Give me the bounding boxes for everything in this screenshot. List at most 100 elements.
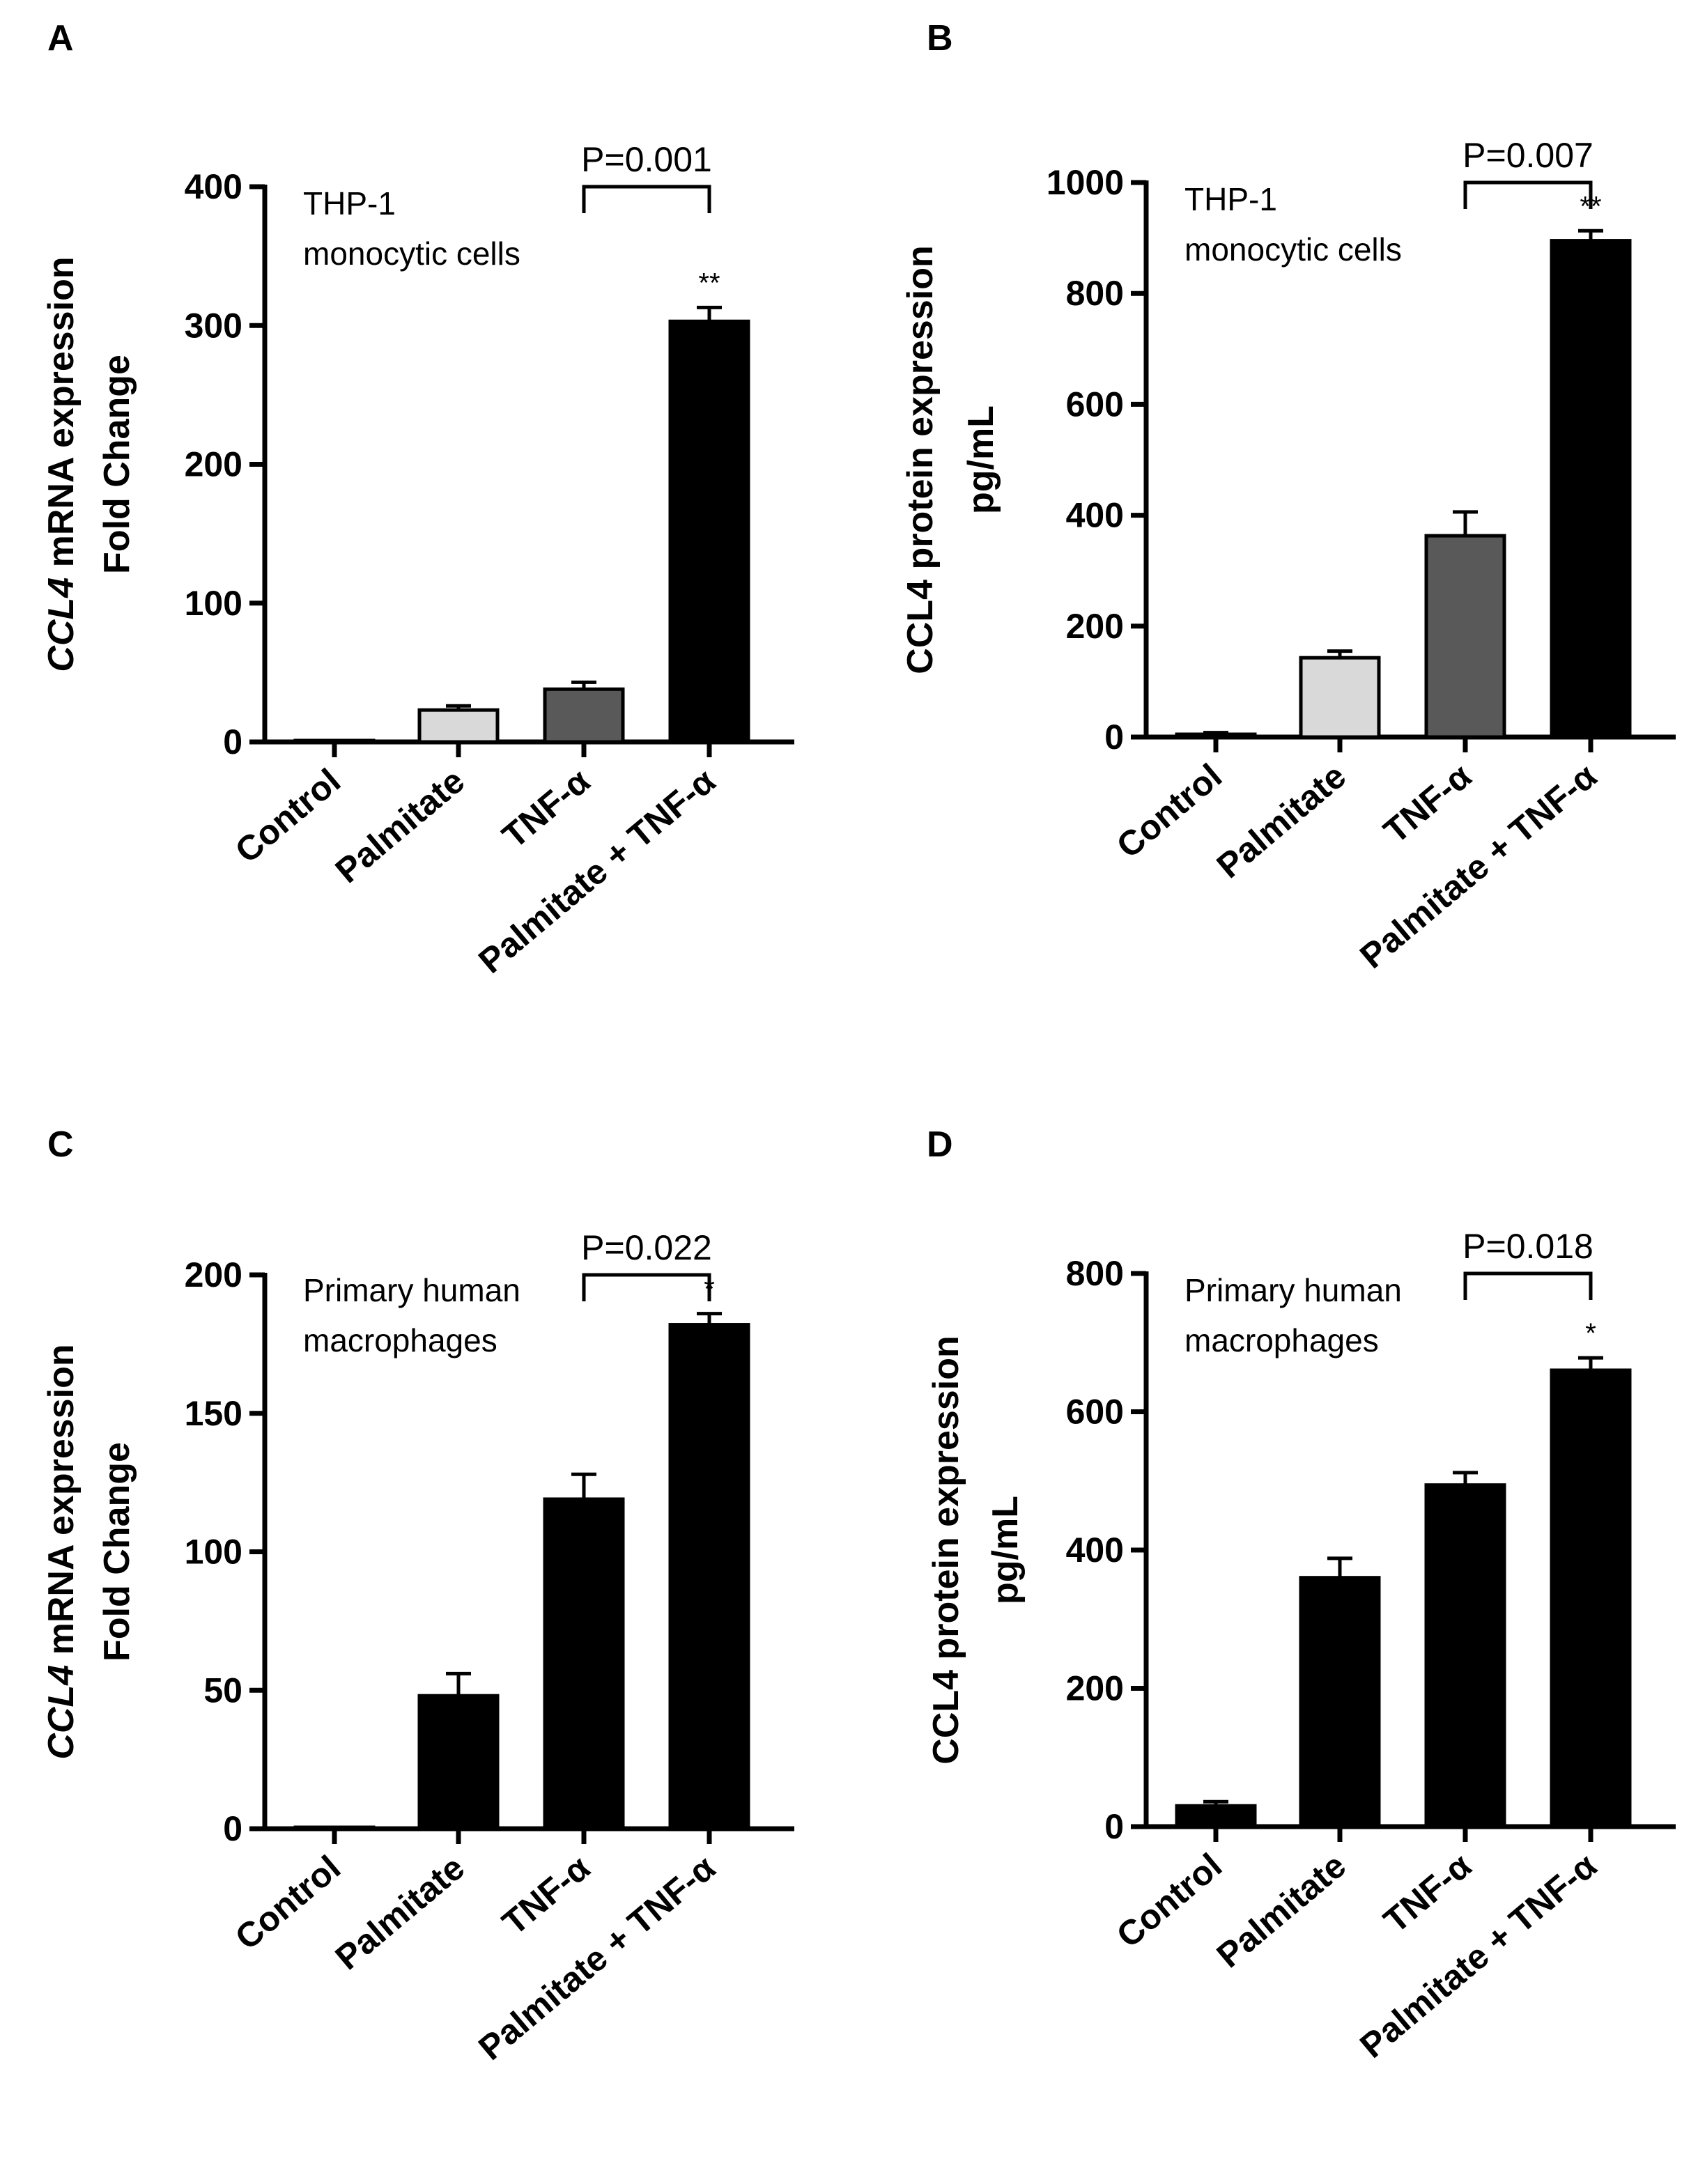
bar-1 (1175, 732, 1257, 739)
comparison-bracket (582, 185, 711, 213)
panel-label: A (47, 18, 74, 59)
bar-2 (417, 708, 500, 744)
p-value-label: P=0.001 (581, 140, 712, 179)
y-tick-label: 200 (1066, 607, 1124, 646)
x-tick-label: TNF-α (1376, 1845, 1479, 1940)
comparison-bracket (1463, 180, 1593, 209)
x-tick-label: Control (1109, 1846, 1229, 1955)
chart-panel-c: C CCL4 mRNA expression Fold Change 0 50 100 15… (41, 1124, 794, 2068)
y-tick-label: 400 (185, 167, 242, 206)
y-axis-title-part: mRNA expression (41, 256, 82, 577)
y-tick-label: 100 (185, 1533, 242, 1572)
y-axis-title-line2: pg/mL (985, 1496, 1026, 1604)
y-tick-label: 400 (1066, 1531, 1124, 1570)
significance-marker: * (1585, 1318, 1596, 1349)
x-tick-label: Palmitate + TNF-α (471, 1848, 723, 2068)
y-tick-label: 200 (185, 1255, 242, 1294)
y-tick-label: 0 (1104, 1807, 1124, 1846)
p-value-label: P=0.018 (1462, 1227, 1593, 1266)
bar-1 (293, 1825, 376, 1831)
error-bar-3 (1453, 1471, 1478, 1485)
y-tick-label: 0 (1104, 718, 1124, 757)
error-bar-3 (1453, 510, 1478, 536)
error-bar-2 (446, 704, 471, 711)
error-bar-1 (1203, 1799, 1228, 1806)
y-axis-title-part: CCL4 (41, 1665, 82, 1760)
p-value-label: P=0.007 (1462, 136, 1593, 175)
y-tick-label: 50 (203, 1671, 242, 1710)
y-tick-label: 200 (1066, 1669, 1124, 1708)
p-value-label: P=0.022 (581, 1228, 712, 1267)
cell-type-annotation: THP-1 (1184, 181, 1277, 217)
y-axis-title-part: mRNA expression (41, 1344, 82, 1664)
y-axis-title-line2: Fold Change (97, 355, 137, 574)
y-tick-label: 800 (1066, 1254, 1124, 1293)
error-bar-2 (1327, 649, 1352, 658)
bar-4 (1550, 239, 1632, 739)
y-axis-title-line2: pg/mL (961, 405, 1001, 514)
error-bar-3 (571, 680, 596, 690)
error-bar-1 (1203, 731, 1228, 735)
error-bar-2 (446, 1671, 471, 1696)
error-bar-4 (697, 305, 722, 322)
x-tick-label: Palmitate (328, 1848, 472, 1978)
bar-3 (543, 1497, 625, 1831)
x-tick-label: Control (228, 761, 348, 871)
error-bar-3 (571, 1472, 596, 1499)
x-tick-label: TNF-α (495, 761, 597, 855)
error-bar-4 (1578, 1356, 1603, 1370)
bar-4 (668, 319, 750, 744)
error-bar-2 (1327, 1556, 1352, 1578)
chart-panel-d: D CCL4 protein expression pg/mL 0 200 400 600 8… (926, 1124, 1676, 2066)
panel-label: C (47, 1124, 74, 1165)
y-axis-title-part: CCL4 (41, 578, 82, 672)
bar-4 (668, 1323, 750, 1831)
comparison-bracket (582, 1273, 711, 1301)
y-axis-title-line2: Fold Change (97, 1442, 137, 1662)
x-tick-label: TNF-α (495, 1848, 597, 1942)
significance-marker: ** (698, 268, 720, 298)
y-tick-label: 200 (185, 445, 242, 484)
x-tick-label: Palmitate (1210, 1846, 1353, 1976)
x-tick-label: Control (228, 1848, 348, 1958)
y-tick-label: 400 (1066, 496, 1124, 535)
cell-type-annotation: THP-1 (303, 185, 396, 222)
x-tick-label: Palmitate + TNF-α (471, 761, 723, 981)
bar-1 (293, 738, 376, 744)
y-tick-label: 100 (185, 584, 242, 623)
cell-type-annotation: monocytic cells (1184, 231, 1402, 268)
error-bar-4 (697, 1312, 722, 1325)
panel-label: D (927, 1124, 953, 1165)
bar-1 (1175, 1804, 1257, 1829)
cell-type-annotation: monocytic cells (303, 235, 520, 272)
x-tick-label: Palmitate + TNF-α (1352, 1845, 1604, 2066)
comparison-bracket (1463, 1271, 1593, 1300)
y-tick-label: 0 (223, 722, 242, 761)
bar-4 (1550, 1368, 1632, 1829)
y-tick-label: 800 (1066, 274, 1124, 313)
y-axis-title: CCL4 mRNA expression (41, 1344, 82, 1759)
x-tick-label: TNF-α (1376, 756, 1479, 851)
y-axis-title: CCL4 protein expression (900, 245, 941, 674)
y-axis-title-part: CCL4 protein expression (926, 1335, 966, 1764)
y-tick-label: 600 (1066, 385, 1124, 424)
y-axis-title: CCL4 mRNA expression (41, 256, 82, 672)
x-tick-label: Control (1109, 757, 1229, 866)
bar-3 (1424, 534, 1506, 739)
chart-panel-a: A CCL4 mRNA expression Fold Change 0 100 200 3… (41, 18, 794, 981)
x-tick-label: Palmitate + TNF-α (1352, 756, 1604, 976)
chart-panel-b: B CCL4 protein expression pg/mL 0 200 400 600 8… (900, 18, 1676, 976)
bar-3 (1424, 1483, 1506, 1829)
bar-2 (1299, 656, 1381, 739)
y-axis-title: CCL4 protein expression (926, 1335, 966, 1764)
y-tick-label: 300 (185, 306, 242, 345)
y-tick-label: 0 (223, 1809, 242, 1848)
error-bar-4 (1578, 229, 1603, 241)
panel-label: B (927, 18, 953, 59)
bar-2 (1299, 1576, 1381, 1829)
x-tick-label: Palmitate (328, 761, 472, 891)
x-tick-label: Palmitate (1210, 757, 1353, 886)
y-tick-label: 150 (185, 1394, 242, 1433)
cell-type-annotation: Primary human (1184, 1272, 1402, 1308)
